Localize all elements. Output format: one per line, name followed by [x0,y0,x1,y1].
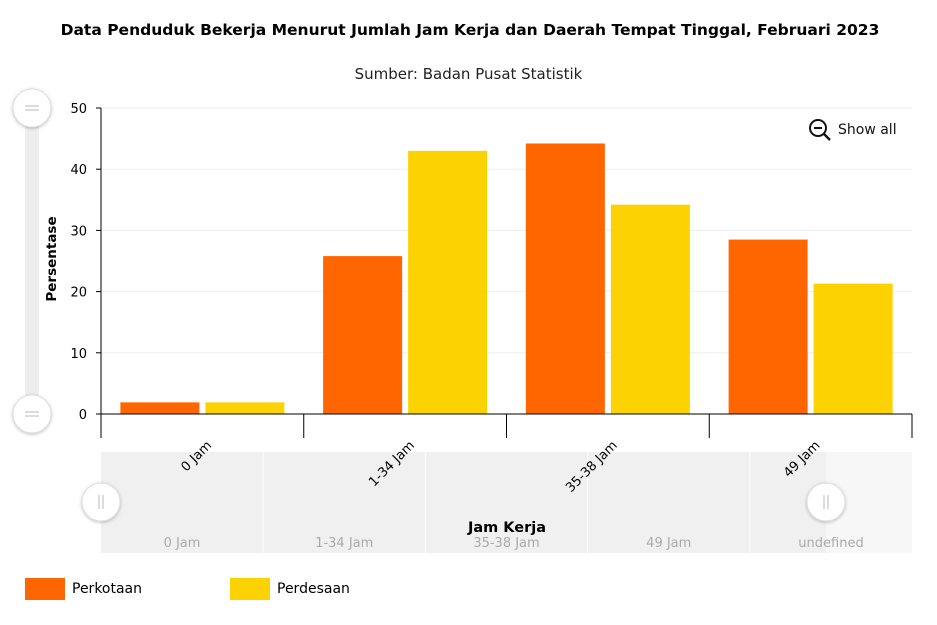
legend: Perkotaan Perdesaan [25,578,435,600]
y-tick-label: 0 [79,408,87,423]
legend-label-perdesaan: Perdesaan [277,581,350,597]
bar-perkotaan-1[interactable] [323,256,403,414]
chart-title: Data Penduduk Bekerja Menurut Jumlah Jam… [60,21,880,39]
bar-perdesaan-3[interactable] [813,283,893,414]
legend-item-perdesaan[interactable]: Perdesaan [230,578,435,600]
y-tick-label: 40 [70,163,87,178]
y-tick-label: 20 [70,286,87,301]
chart-subtitle: Sumber: Badan Pusat Statistik [354,65,583,83]
show-all-label: Show all [838,122,897,138]
legend-label-perkotaan: Perkotaan [72,581,143,597]
bar-perkotaan-3[interactable] [728,239,808,414]
legend-item-perkotaan[interactable]: Perkotaan [25,578,230,600]
value-scrollbar-track[interactable] [25,108,39,414]
value-scrollbar-handle-top[interactable] [12,88,52,128]
scrollbar-label: undefined [798,536,863,551]
y-tick-label: 50 [70,102,87,117]
bar-perdesaan-0[interactable] [205,402,285,414]
x-axis-title: Jam Kerja [467,520,546,536]
scrollbar-label: 35-38 Jam [473,536,539,551]
scrollbar-selection[interactable] [101,452,826,553]
scrollbar-label: 0 Jam [164,536,201,551]
y-axis-title: Persentase [44,216,60,301]
show-all-button[interactable]: Show all [808,118,897,142]
y-tick-label: 10 [70,347,87,362]
bar-perdesaan-2[interactable] [610,204,690,414]
value-scrollbar-handle-bottom[interactable] [12,394,52,434]
scrollbar-label: 1-34 Jam [315,536,373,551]
bar-perdesaan-1[interactable] [408,150,488,414]
bar-perkotaan-2[interactable] [525,143,605,414]
scrollbar-handle-right[interactable] [806,482,846,522]
zoom-out-icon [809,119,831,141]
legend-swatch-perkotaan [25,578,65,600]
scrollbar-handle-left[interactable] [81,482,121,522]
y-tick-label: 30 [70,224,87,239]
bar-perkotaan-0[interactable] [120,402,200,414]
legend-swatch-perdesaan [230,578,270,600]
scrollbar-label: 49 Jam [646,536,691,551]
